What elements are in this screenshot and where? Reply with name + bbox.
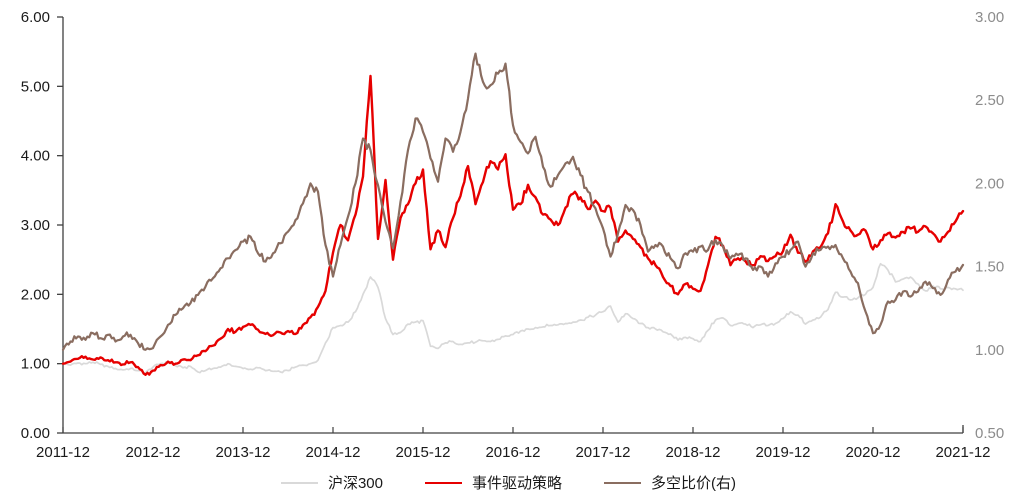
x-axis-tick-label: 2017-12 [575,444,630,461]
right-axis-tick-label: 0.50 [975,425,1004,442]
series-line-0 [62,262,964,374]
right-axis-tick-label: 2.00 [975,175,1004,192]
left-axis-tick-label: 4.00 [21,148,50,165]
series-line-2 [61,52,965,351]
legend-swatch-event-driven [425,482,462,484]
x-axis-tick-label: 2011-12 [36,444,90,461]
right-axis-tick-label: 2.50 [975,92,1004,109]
right-axis-tick-label: 3.00 [975,9,1004,26]
left-axis-tick-label: 0.00 [21,425,50,442]
x-axis-tick-label: 2016-12 [485,444,540,461]
legend-label-event-driven: 事件驱动策略 [472,474,563,492]
legend-item-long-short-ratio: 多空比价(右) [604,476,736,491]
legend-label-hs300: 沪深300 [327,474,383,492]
x-axis-tick-label: 2019-12 [755,444,810,461]
x-axis-tick-label: 2014-12 [305,444,360,461]
left-axis-tick-label: 1.00 [21,356,50,373]
right-axis-tick-label: 1.50 [975,259,1004,276]
series-line-1 [61,74,965,376]
left-axis-tick-label: 3.00 [21,217,50,234]
legend-item-hs300: 沪深300 [280,474,383,492]
left-axis-tick-label: 5.00 [21,78,50,95]
x-axis-tick-label: 2020-12 [845,444,900,461]
x-axis-tick-label: 2015-12 [395,444,450,461]
left-axis-tick-label: 6.00 [21,9,50,26]
legend-swatch-hs300 [280,482,318,484]
legend-swatch-long-short-ratio [604,482,642,484]
legend-item-event-driven: 事件驱动策略 [425,476,562,491]
legend-label-long-short-ratio: 多空比价(右) [651,474,737,492]
x-axis-tick-label: 2021-12 [935,444,990,461]
legend: 沪深300 事件驱动策略 多空比价(右) [0,468,1017,498]
x-axis-tick-label: 2013-12 [215,444,270,461]
left-axis-tick-label: 2.00 [21,286,50,303]
right-axis-tick-label: 1.00 [975,342,1004,359]
x-axis-tick-label: 2018-12 [665,444,720,461]
x-axis-tick-label: 2012-12 [125,444,180,461]
